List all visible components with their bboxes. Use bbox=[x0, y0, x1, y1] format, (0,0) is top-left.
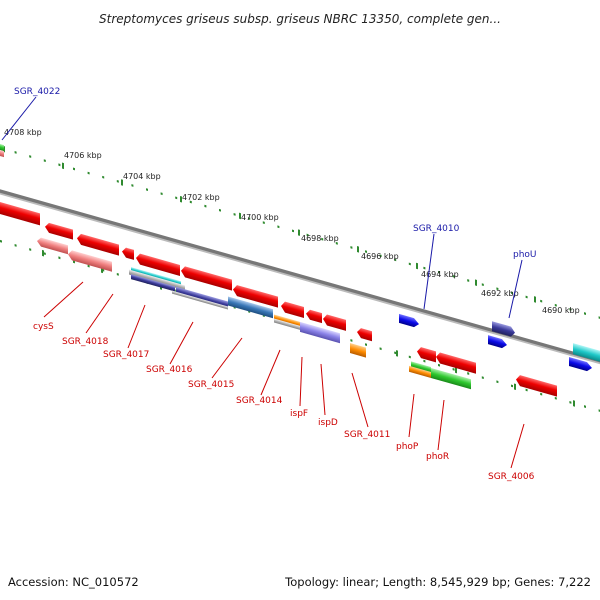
gene-arrow-red-11[interactable] bbox=[417, 346, 436, 363]
genome-backbone-shadow bbox=[0, 191, 600, 365]
gene-label-sgr-4015[interactable]: SGR_4015 bbox=[188, 380, 234, 390]
scale-label-7: 4694 kbp bbox=[421, 270, 459, 279]
gene-label-sgr-4017[interactable]: SGR_4017 bbox=[103, 350, 149, 360]
gene-arrow-red-10[interactable] bbox=[357, 327, 372, 342]
feature-sgr-4014[interactable] bbox=[274, 314, 300, 327]
callout-sgr-4010 bbox=[423, 233, 435, 310]
gene-arrow-sgr-4006[interactable] bbox=[516, 374, 557, 397]
scale-label-1: 4706 kbp bbox=[64, 151, 102, 160]
gene-label-sgr-4010[interactable]: SGR_4010 bbox=[413, 224, 460, 234]
gene-label-cyss[interactable]: cysS bbox=[33, 322, 54, 332]
gene-label-sgr-4014[interactable]: SGR_4014 bbox=[236, 396, 283, 406]
gene-arrow-phou[interactable] bbox=[492, 321, 515, 338]
gene-label-phou[interactable]: phoU bbox=[513, 250, 537, 260]
gene-arrow-cyan-right[interactable] bbox=[573, 343, 600, 362]
feature-gray-2[interactable] bbox=[274, 318, 301, 331]
callout-phou bbox=[508, 259, 523, 319]
gene-edge-upper bbox=[0, 144, 4, 152]
callout-sgr-4016 bbox=[169, 321, 194, 365]
callout-phop bbox=[408, 393, 415, 438]
forward-strand-genes bbox=[399, 313, 600, 373]
scale-label-5: 4698 kbp bbox=[301, 234, 339, 243]
callout-sgr-4014 bbox=[260, 349, 281, 396]
gene-label-sgr-4018[interactable]: SGR_4018 bbox=[62, 337, 109, 347]
feature-sgr-4017[interactable] bbox=[131, 274, 175, 292]
feature-stack bbox=[129, 267, 471, 390]
feature-ispf[interactable] bbox=[300, 321, 340, 344]
callout-ispd bbox=[320, 363, 326, 416]
callout-sgr-4022 bbox=[1, 96, 37, 141]
gene-label-phor[interactable]: phoR bbox=[426, 452, 449, 462]
gene-arrow-red-5[interactable] bbox=[181, 265, 232, 291]
scale-label-0: 4708 kbp bbox=[4, 128, 42, 137]
gene-arrow-red-2[interactable] bbox=[45, 222, 73, 240]
gene-arrow-red-8[interactable] bbox=[306, 309, 322, 324]
scale-label-3: 4702 kbp bbox=[182, 193, 220, 202]
scale-labels: 4708 kbp 4706 kbp 4704 kbp 4702 kbp 4700… bbox=[4, 128, 580, 315]
callout-sgr-4006 bbox=[510, 423, 525, 469]
gene-label-ispf[interactable]: ispF bbox=[290, 409, 308, 419]
scale-major-ticks-upper bbox=[3, 145, 536, 303]
callout-cyss bbox=[43, 281, 84, 318]
reverse-callouts bbox=[43, 281, 525, 469]
reverse-strand-genes bbox=[0, 202, 557, 397]
map-title: Streptomyces griseus subsp. griseus NBRC… bbox=[99, 12, 501, 26]
scale-label-9: 4690 kbp bbox=[542, 306, 580, 315]
gene-arrow-red-7[interactable] bbox=[281, 301, 304, 319]
gene-arrow-red-12[interactable] bbox=[436, 351, 476, 374]
callout-sgr-4011 bbox=[351, 372, 369, 428]
gene-arrow-red-4[interactable] bbox=[136, 252, 180, 276]
gene-label-sgr-4006[interactable]: SGR_4006 bbox=[488, 472, 535, 482]
scale-label-2: 4704 kbp bbox=[123, 172, 161, 181]
feature-phop-orange[interactable] bbox=[409, 365, 431, 378]
gene-arrow-red-6[interactable] bbox=[233, 284, 278, 308]
callout-sgr-4017 bbox=[127, 304, 146, 349]
callout-sgr-4015 bbox=[211, 337, 243, 379]
feature-phop[interactable] bbox=[411, 361, 431, 373]
gene-arrow-cyss[interactable] bbox=[37, 236, 68, 255]
callout-phor bbox=[437, 399, 445, 451]
reverse-gene-labels: cysS SGR_4018 SGR_4017 SGR_4016 SGR_4015… bbox=[33, 322, 535, 482]
forward-callouts bbox=[1, 96, 523, 319]
gene-label-ispd[interactable]: ispD bbox=[318, 418, 338, 428]
gene-arrow-sgr-4018[interactable] bbox=[68, 249, 112, 272]
gene-label-sgr-4016[interactable]: SGR_4016 bbox=[146, 365, 193, 375]
gene-arrow-blue-2[interactable] bbox=[488, 335, 507, 349]
scale-track-upper bbox=[0, 144, 600, 319]
scale-label-8: 4692 kbp bbox=[481, 289, 519, 298]
gene-edge-upper-red bbox=[0, 150, 4, 158]
gene-arrow-red-left-edge[interactable] bbox=[0, 202, 40, 226]
feature-orange-2[interactable] bbox=[350, 343, 366, 358]
feature-cyan[interactable] bbox=[131, 267, 181, 286]
scale-label-4: 4700 kbp bbox=[241, 213, 279, 222]
gene-label-sgr-4022[interactable]: SGR_4022 bbox=[14, 87, 60, 97]
gene-arrow-blue-right[interactable] bbox=[569, 357, 592, 373]
feature-sgr-4015[interactable] bbox=[228, 296, 273, 319]
gene-arrow-red-9[interactable] bbox=[323, 313, 346, 331]
gene-label-phop[interactable]: phoP bbox=[396, 442, 419, 452]
scale-label-6: 4696 kbp bbox=[361, 252, 399, 261]
feature-phor[interactable] bbox=[431, 367, 471, 390]
gene-label-sgr-4011[interactable]: SGR_4011 bbox=[344, 430, 390, 440]
callout-ispf bbox=[299, 356, 303, 407]
gene-arrow-sgr-4010[interactable] bbox=[399, 313, 419, 329]
genome-summary-text: Topology: linear; Length: 8,545,929 bp; … bbox=[284, 575, 591, 589]
map-track-group bbox=[0, 144, 600, 412]
feature-steel-underline[interactable] bbox=[172, 290, 228, 310]
callout-sgr-4018 bbox=[85, 293, 114, 334]
gene-arrow-red-small[interactable] bbox=[122, 247, 134, 260]
feature-gray[interactable] bbox=[129, 269, 185, 291]
forward-gene-labels: SGR_4022 SGR_4010 phoU bbox=[14, 87, 537, 260]
accession-text: Accession: NC_010572 bbox=[8, 575, 139, 589]
gene-arrow-red-3[interactable] bbox=[77, 233, 119, 256]
